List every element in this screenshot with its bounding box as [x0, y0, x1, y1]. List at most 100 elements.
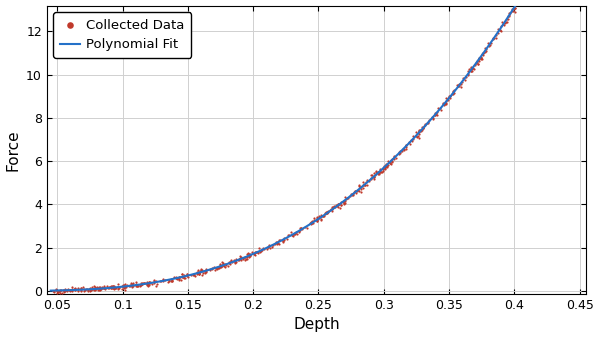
Collected Data [128, 282, 138, 288]
Collected Data [112, 285, 121, 290]
Collected Data [447, 92, 457, 97]
Collected Data [333, 202, 343, 207]
Collected Data [212, 266, 222, 272]
Collected Data [245, 253, 254, 259]
Collected Data [379, 164, 388, 169]
Collected Data [152, 283, 161, 288]
Collected Data [117, 286, 127, 292]
Collected Data [388, 157, 397, 162]
Collected Data [461, 74, 471, 80]
Collected Data [200, 270, 209, 275]
Collected Data [236, 256, 245, 261]
Collected Data [137, 281, 147, 287]
Collected Data [97, 284, 107, 290]
Collected Data [152, 281, 162, 286]
Collected Data [240, 257, 250, 262]
Collected Data [494, 30, 503, 35]
Collected Data [163, 279, 173, 284]
Collected Data [262, 246, 272, 252]
Collected Data [94, 285, 103, 291]
Collected Data [107, 285, 116, 290]
Collected Data [120, 282, 130, 287]
Collected Data [350, 189, 360, 194]
Collected Data [355, 183, 364, 188]
Collected Data [508, 9, 518, 14]
Collected Data [362, 177, 372, 183]
Collected Data [373, 169, 382, 174]
Collected Data [339, 200, 349, 206]
Collected Data [412, 133, 421, 138]
Collected Data [329, 204, 339, 210]
Collected Data [119, 284, 128, 289]
Collected Data [367, 175, 376, 180]
Collected Data [142, 282, 152, 287]
Collected Data [90, 286, 100, 291]
Collected Data [172, 275, 181, 281]
Collected Data [463, 72, 473, 78]
Collected Data [433, 109, 442, 115]
Collected Data [385, 160, 395, 165]
Collected Data [258, 245, 268, 250]
Collected Data [95, 287, 105, 293]
Collected Data [224, 261, 233, 266]
Collected Data [307, 219, 316, 224]
Collected Data [405, 141, 415, 146]
Collected Data [70, 288, 79, 293]
Collected Data [397, 148, 406, 154]
Collected Data [430, 112, 439, 117]
Collected Data [401, 144, 411, 150]
Collected Data [505, 11, 515, 16]
Collected Data [236, 255, 245, 261]
Collected Data [128, 283, 138, 289]
Collected Data [479, 50, 488, 55]
Collected Data [503, 13, 513, 19]
Collected Data [289, 231, 298, 237]
Collected Data [332, 203, 341, 209]
Collected Data [226, 259, 236, 264]
Collected Data [85, 287, 94, 292]
Collected Data [235, 253, 245, 259]
Collected Data [349, 190, 359, 195]
Collected Data [158, 276, 168, 282]
Collected Data [510, 9, 520, 15]
Collected Data [101, 285, 110, 290]
Collected Data [169, 274, 178, 280]
Collected Data [314, 214, 324, 219]
Collected Data [143, 281, 153, 287]
Collected Data [383, 165, 392, 170]
Collected Data [195, 269, 205, 274]
Collected Data [325, 208, 335, 213]
Collected Data [501, 19, 511, 24]
Collected Data [179, 272, 189, 277]
Collected Data [320, 210, 329, 216]
Collected Data [464, 66, 474, 72]
Collected Data [397, 149, 406, 154]
Collected Data [318, 213, 328, 219]
Collected Data [173, 275, 182, 281]
Collected Data [125, 283, 135, 288]
Collected Data [193, 268, 203, 273]
Collected Data [215, 261, 225, 267]
Collected Data [477, 56, 487, 62]
Collected Data [132, 283, 142, 289]
Collected Data [504, 14, 514, 19]
Collected Data [515, 0, 524, 1]
Collected Data [220, 264, 229, 269]
Collected Data [177, 271, 187, 277]
Collected Data [140, 280, 149, 286]
Collected Data [142, 282, 152, 288]
Collected Data [454, 83, 464, 89]
Collected Data [106, 286, 116, 291]
Collected Data [460, 77, 470, 83]
Collected Data [103, 284, 112, 289]
Collected Data [378, 166, 388, 172]
Collected Data [358, 186, 368, 191]
Collected Data [424, 118, 433, 123]
Collected Data [177, 274, 187, 279]
Collected Data [267, 244, 277, 249]
Collected Data [398, 146, 407, 151]
Collected Data [367, 177, 376, 182]
Collected Data [60, 288, 70, 294]
Collected Data [224, 259, 234, 264]
Collected Data [401, 146, 411, 152]
